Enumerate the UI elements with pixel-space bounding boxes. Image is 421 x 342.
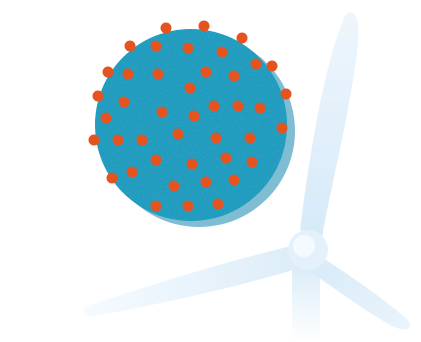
sphere-texture [95, 29, 287, 221]
orange-dot [184, 82, 196, 94]
orange-dot [182, 42, 194, 54]
orange-dot [122, 68, 134, 80]
orange-dot [150, 200, 162, 212]
turbine-blade-right [305, 255, 410, 330]
orange-dot [92, 90, 104, 102]
orange-dot [112, 134, 124, 146]
orange-dot [126, 166, 138, 178]
orange-dot [220, 152, 232, 164]
orange-dot [236, 32, 248, 44]
orange-dot [232, 100, 244, 112]
sphere-illustration [95, 29, 295, 227]
orange-dot [188, 110, 200, 122]
orange-dot [186, 158, 198, 170]
orange-dot [150, 154, 162, 166]
orange-dot [200, 66, 212, 78]
orange-dot [276, 122, 288, 134]
orange-dot [228, 174, 240, 186]
turbine-blade-top [300, 12, 359, 239]
orange-dot [156, 106, 168, 118]
orange-dot [254, 102, 266, 114]
orange-dot [266, 60, 278, 72]
orange-dot [124, 40, 136, 52]
orange-dot [280, 88, 292, 100]
orange-dot [228, 70, 240, 82]
wind-turbine-illustration [82, 12, 410, 342]
orange-dot [182, 200, 194, 212]
dot-pattern [88, 20, 292, 212]
turbine-hub-highlight [293, 235, 315, 257]
orange-dot [246, 156, 258, 168]
orange-dot [216, 46, 228, 58]
orange-dot [212, 198, 224, 210]
orange-dot [102, 66, 114, 78]
orange-dot [208, 100, 220, 112]
orange-dot [152, 68, 164, 80]
orange-dot [210, 132, 222, 144]
orange-dot [106, 172, 118, 184]
orange-dot [160, 22, 172, 34]
orange-dot [136, 134, 148, 146]
orange-dot [100, 112, 112, 124]
orange-dot [150, 40, 162, 52]
orange-dot [198, 20, 210, 32]
orange-dot [168, 180, 180, 192]
orange-dot [118, 96, 130, 108]
orange-dot [200, 176, 212, 188]
orange-dot [88, 134, 100, 146]
orange-dot [172, 128, 184, 140]
turbine-blade-left [82, 244, 306, 317]
orange-dot [244, 132, 256, 144]
orange-dot [250, 58, 262, 70]
